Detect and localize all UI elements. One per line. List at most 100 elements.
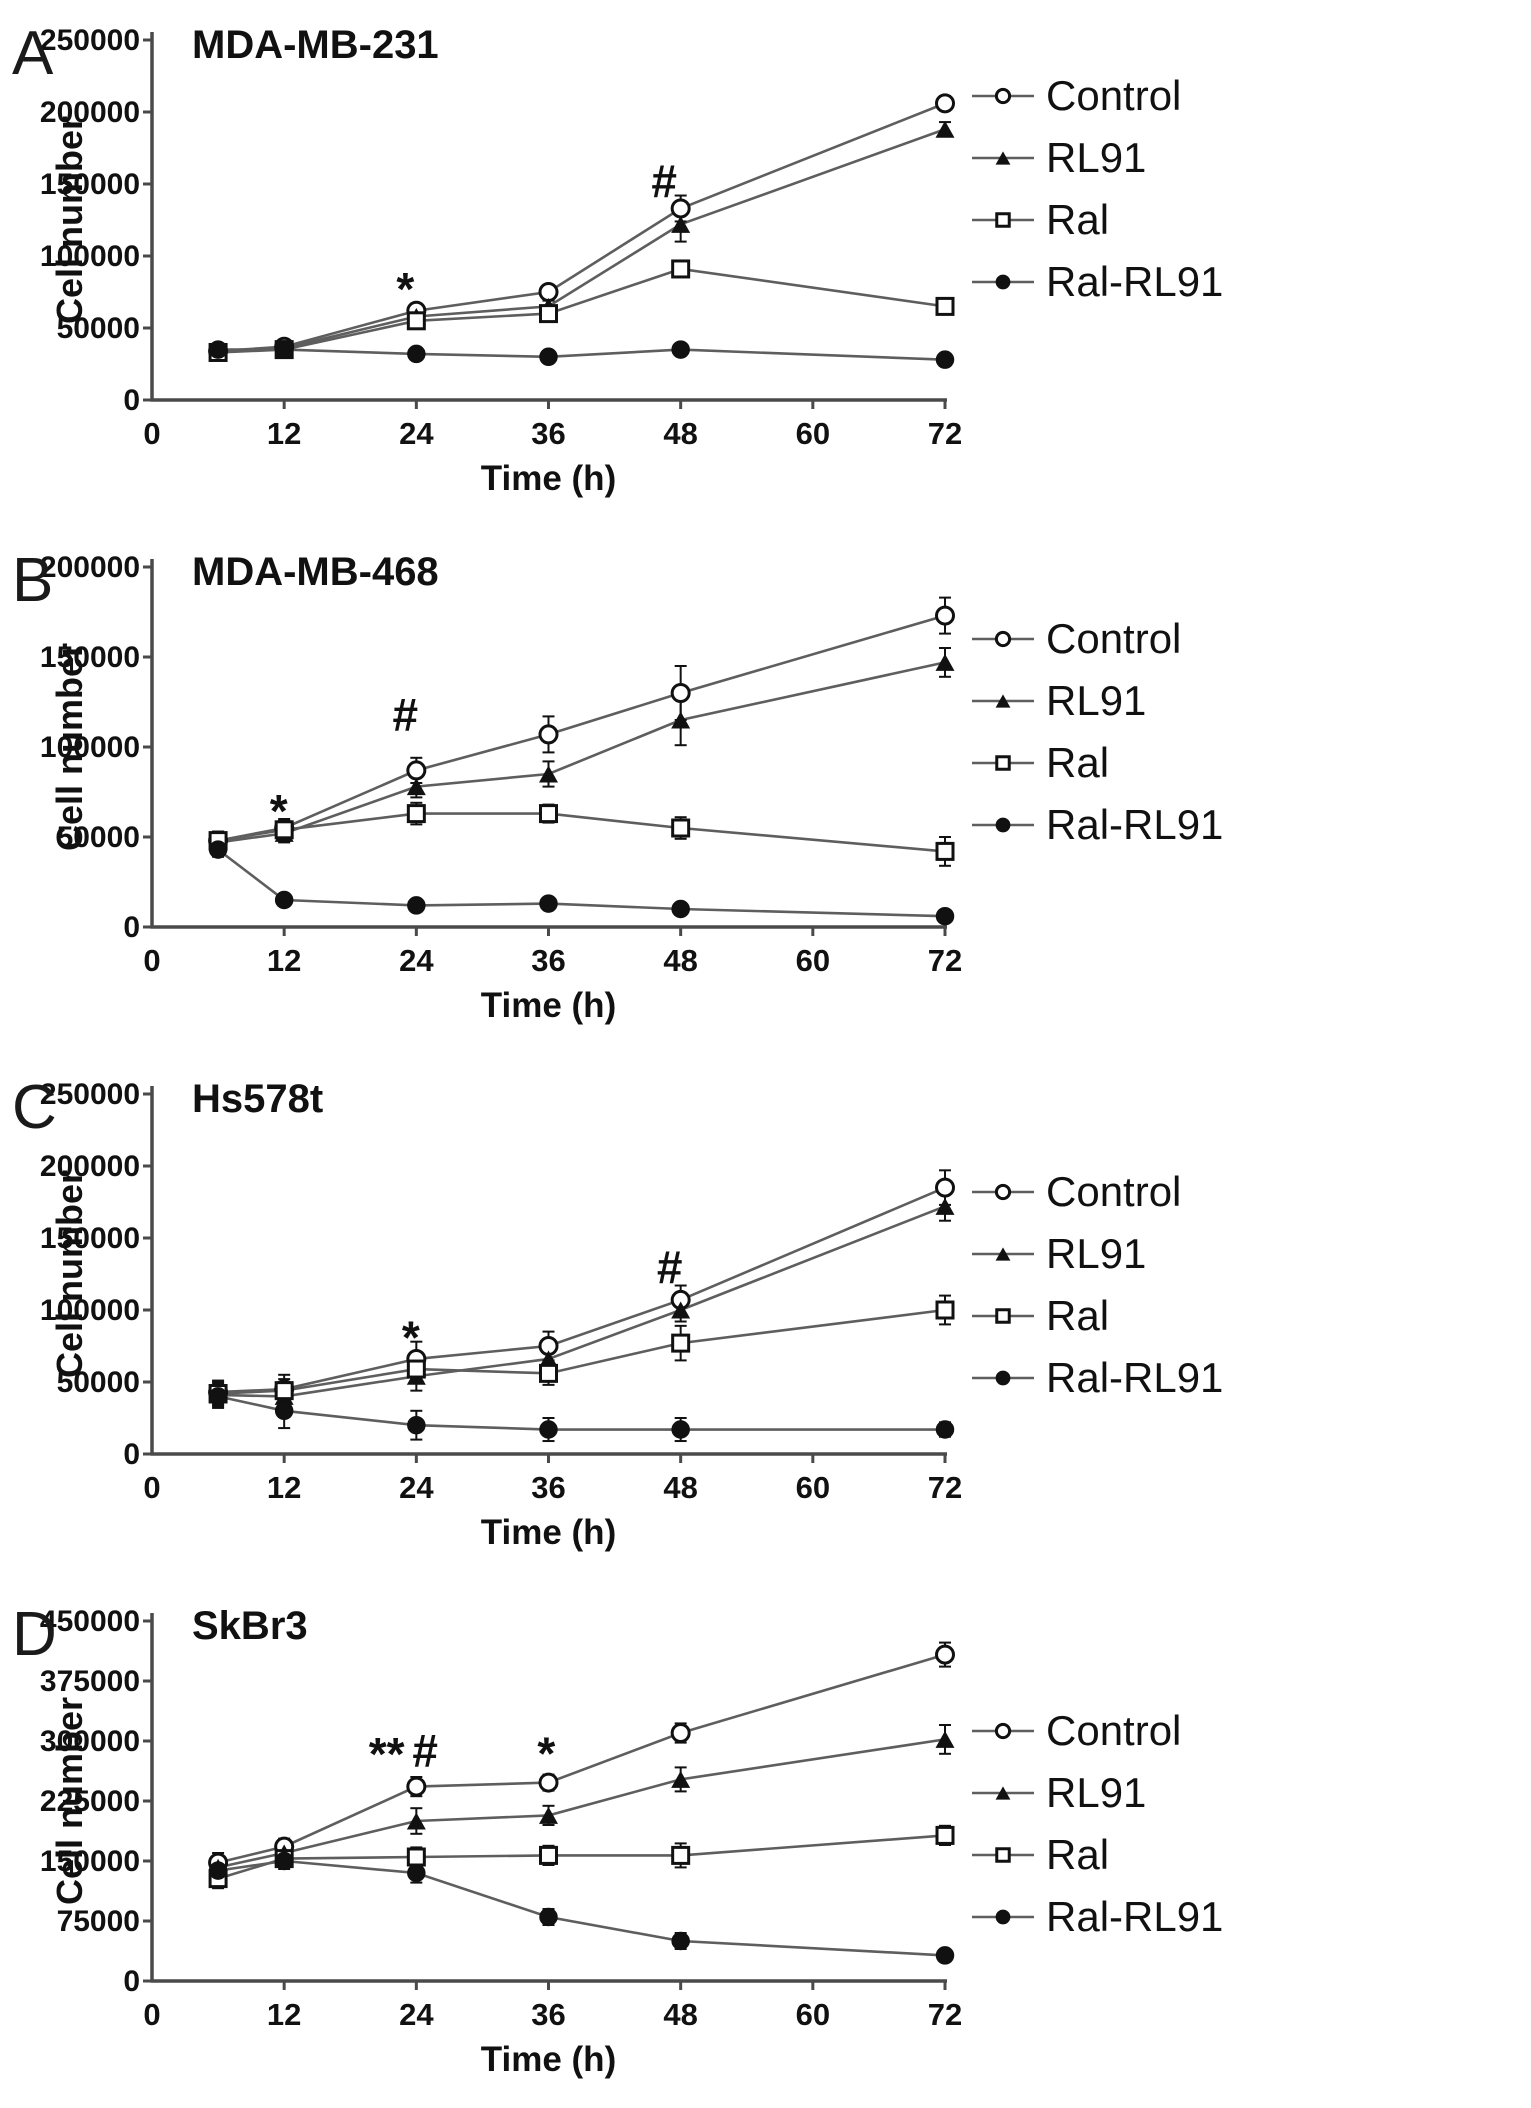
x-tick-label: 24 (399, 416, 434, 451)
legend-label: Control (1046, 615, 1181, 662)
series-line-ral-rl91 (217, 1395, 945, 1431)
y-tick-label: 75000 (57, 1905, 140, 1938)
marker-filled-triangle (671, 711, 691, 729)
y-tick-label: 100000 (40, 731, 140, 764)
legend-label: Ral-RL91 (1046, 1354, 1223, 1401)
marker-open-square (671, 259, 691, 279)
legend-marker-open-circle (994, 1722, 1012, 1740)
marker-open-circle (538, 724, 559, 745)
marker-filled-circle (935, 906, 955, 926)
series-line-control (217, 614, 946, 842)
marker-filled-circle (539, 1907, 558, 1927)
marker-filled-triangle (935, 1197, 955, 1215)
y-tick-label: 250000 (40, 1078, 140, 1111)
legend-marker-filled-circle (995, 1909, 1011, 1925)
x-axis-title: Time (h) (481, 2040, 616, 2079)
series-line-ral (218, 267, 946, 354)
x-tick-label: 48 (663, 1997, 697, 2032)
x-tick-label: 72 (928, 1997, 962, 2032)
marker-open-square (671, 1333, 691, 1353)
marker-open-square (539, 1363, 558, 1383)
x-axis-title: Time (h) (481, 1513, 616, 1552)
panel-letter: A (12, 19, 54, 88)
x-tick-label: 12 (267, 943, 301, 978)
marker-open-square (935, 1300, 955, 1320)
series-line-ral-rl91 (217, 1859, 946, 1957)
x-tick-label: 60 (796, 1470, 830, 1505)
legend-label: Ral-RL91 (1046, 801, 1223, 848)
marker-filled-circle (935, 1420, 955, 1439)
series-line-ral-rl91 (217, 848, 946, 918)
x-tick-label: 72 (928, 416, 962, 451)
legend-label: Ral-RL91 (1046, 258, 1223, 305)
panel-B-chart: 0 50000 100000 150000 200000 0 12 24 36 48 60 72 B MD… (12, 546, 1223, 1025)
series-line-ral (218, 1308, 946, 1395)
significance-annotation: * (537, 1727, 555, 1779)
legend-label: Ral (1046, 1292, 1109, 1339)
panel-title: Hs578t (192, 1077, 323, 1121)
y-tick-label: 200000 (40, 96, 140, 129)
marker-open-square (539, 304, 558, 324)
x-tick-label: 24 (399, 1470, 434, 1505)
marker-open-circle (538, 1772, 559, 1793)
marker-filled-circle (407, 896, 426, 915)
y-tick-label: 50000 (57, 1366, 140, 1399)
significance-annotation: * (270, 785, 288, 837)
panel-A-chart: 0 50000 100000 150000 200000 250000 0 12 24 36 48 6… (12, 19, 1223, 498)
y-axis-title: Cell number (49, 116, 90, 324)
x-tick-label: 0 (143, 1997, 160, 2032)
panel-title: MDA-MB-468 (192, 550, 439, 594)
marker-filled-triangle (539, 1806, 558, 1824)
y-tick-label: 450000 (40, 1605, 140, 1638)
panel-D-chart: 0 75000 150000 225000 300000 375000 450000 0 12 2… (12, 1600, 1223, 2079)
marker-filled-triangle (671, 1770, 691, 1788)
marker-open-square (539, 1845, 558, 1865)
marker-filled-circle (935, 1946, 955, 1965)
marker-filled-triangle (539, 1350, 558, 1368)
series-line-rl91 (217, 661, 946, 844)
legend-marker-open-circle (994, 630, 1012, 648)
series-line-ral (217, 812, 946, 853)
series-line-rl91 (218, 1205, 946, 1398)
legend-label: RL91 (1046, 1230, 1146, 1277)
legend-marker-open-square (995, 1847, 1011, 1863)
series-line-control (217, 102, 946, 353)
panel-letter: B (12, 546, 53, 615)
panel-title: SkBr3 (192, 1604, 308, 1648)
significance-annotation: ** (369, 1728, 405, 1780)
significance-annotation: # (651, 155, 677, 207)
x-tick-label: 48 (663, 943, 697, 978)
marker-filled-triangle (935, 120, 955, 138)
series-line-ral-rl91 (218, 348, 946, 361)
y-tick-label: 100000 (40, 240, 140, 273)
marker-filled-triangle (406, 1812, 426, 1830)
y-tick-label: 150000 (40, 1222, 140, 1255)
marker-filled-circle (274, 1851, 294, 1871)
marker-filled-triangle (406, 778, 426, 796)
y-tick-label: 200000 (40, 1150, 140, 1183)
marker-open-circle (670, 1723, 691, 1743)
legend-label: Ral (1046, 739, 1109, 786)
marker-filled-circle (407, 344, 426, 364)
marker-filled-circle (671, 1420, 690, 1439)
legend-marker-filled-triangle (995, 151, 1011, 165)
marker-filled-circle (671, 340, 690, 359)
y-tick-label: 225000 (40, 1785, 140, 1818)
significance-annotation: * (402, 1311, 420, 1363)
panel-letter: D (12, 1600, 57, 1669)
y-tick-label: 0 (123, 911, 140, 944)
marker-open-square (935, 841, 955, 861)
marker-open-square (406, 804, 426, 824)
y-tick-label: 0 (123, 1438, 140, 1471)
legend-label: Ral (1046, 196, 1109, 243)
legend-marker-filled-triangle (995, 1247, 1011, 1261)
legend-label: RL91 (1046, 1769, 1146, 1816)
marker-open-square (274, 820, 294, 840)
legend-marker-filled-circle (995, 817, 1011, 833)
legend-marker-filled-triangle (995, 1786, 1011, 1800)
legend-label: RL91 (1046, 677, 1146, 724)
y-tick-label: 300000 (40, 1725, 140, 1758)
series-line-control (217, 1653, 946, 1864)
y-tick-label: 375000 (40, 1665, 140, 1698)
